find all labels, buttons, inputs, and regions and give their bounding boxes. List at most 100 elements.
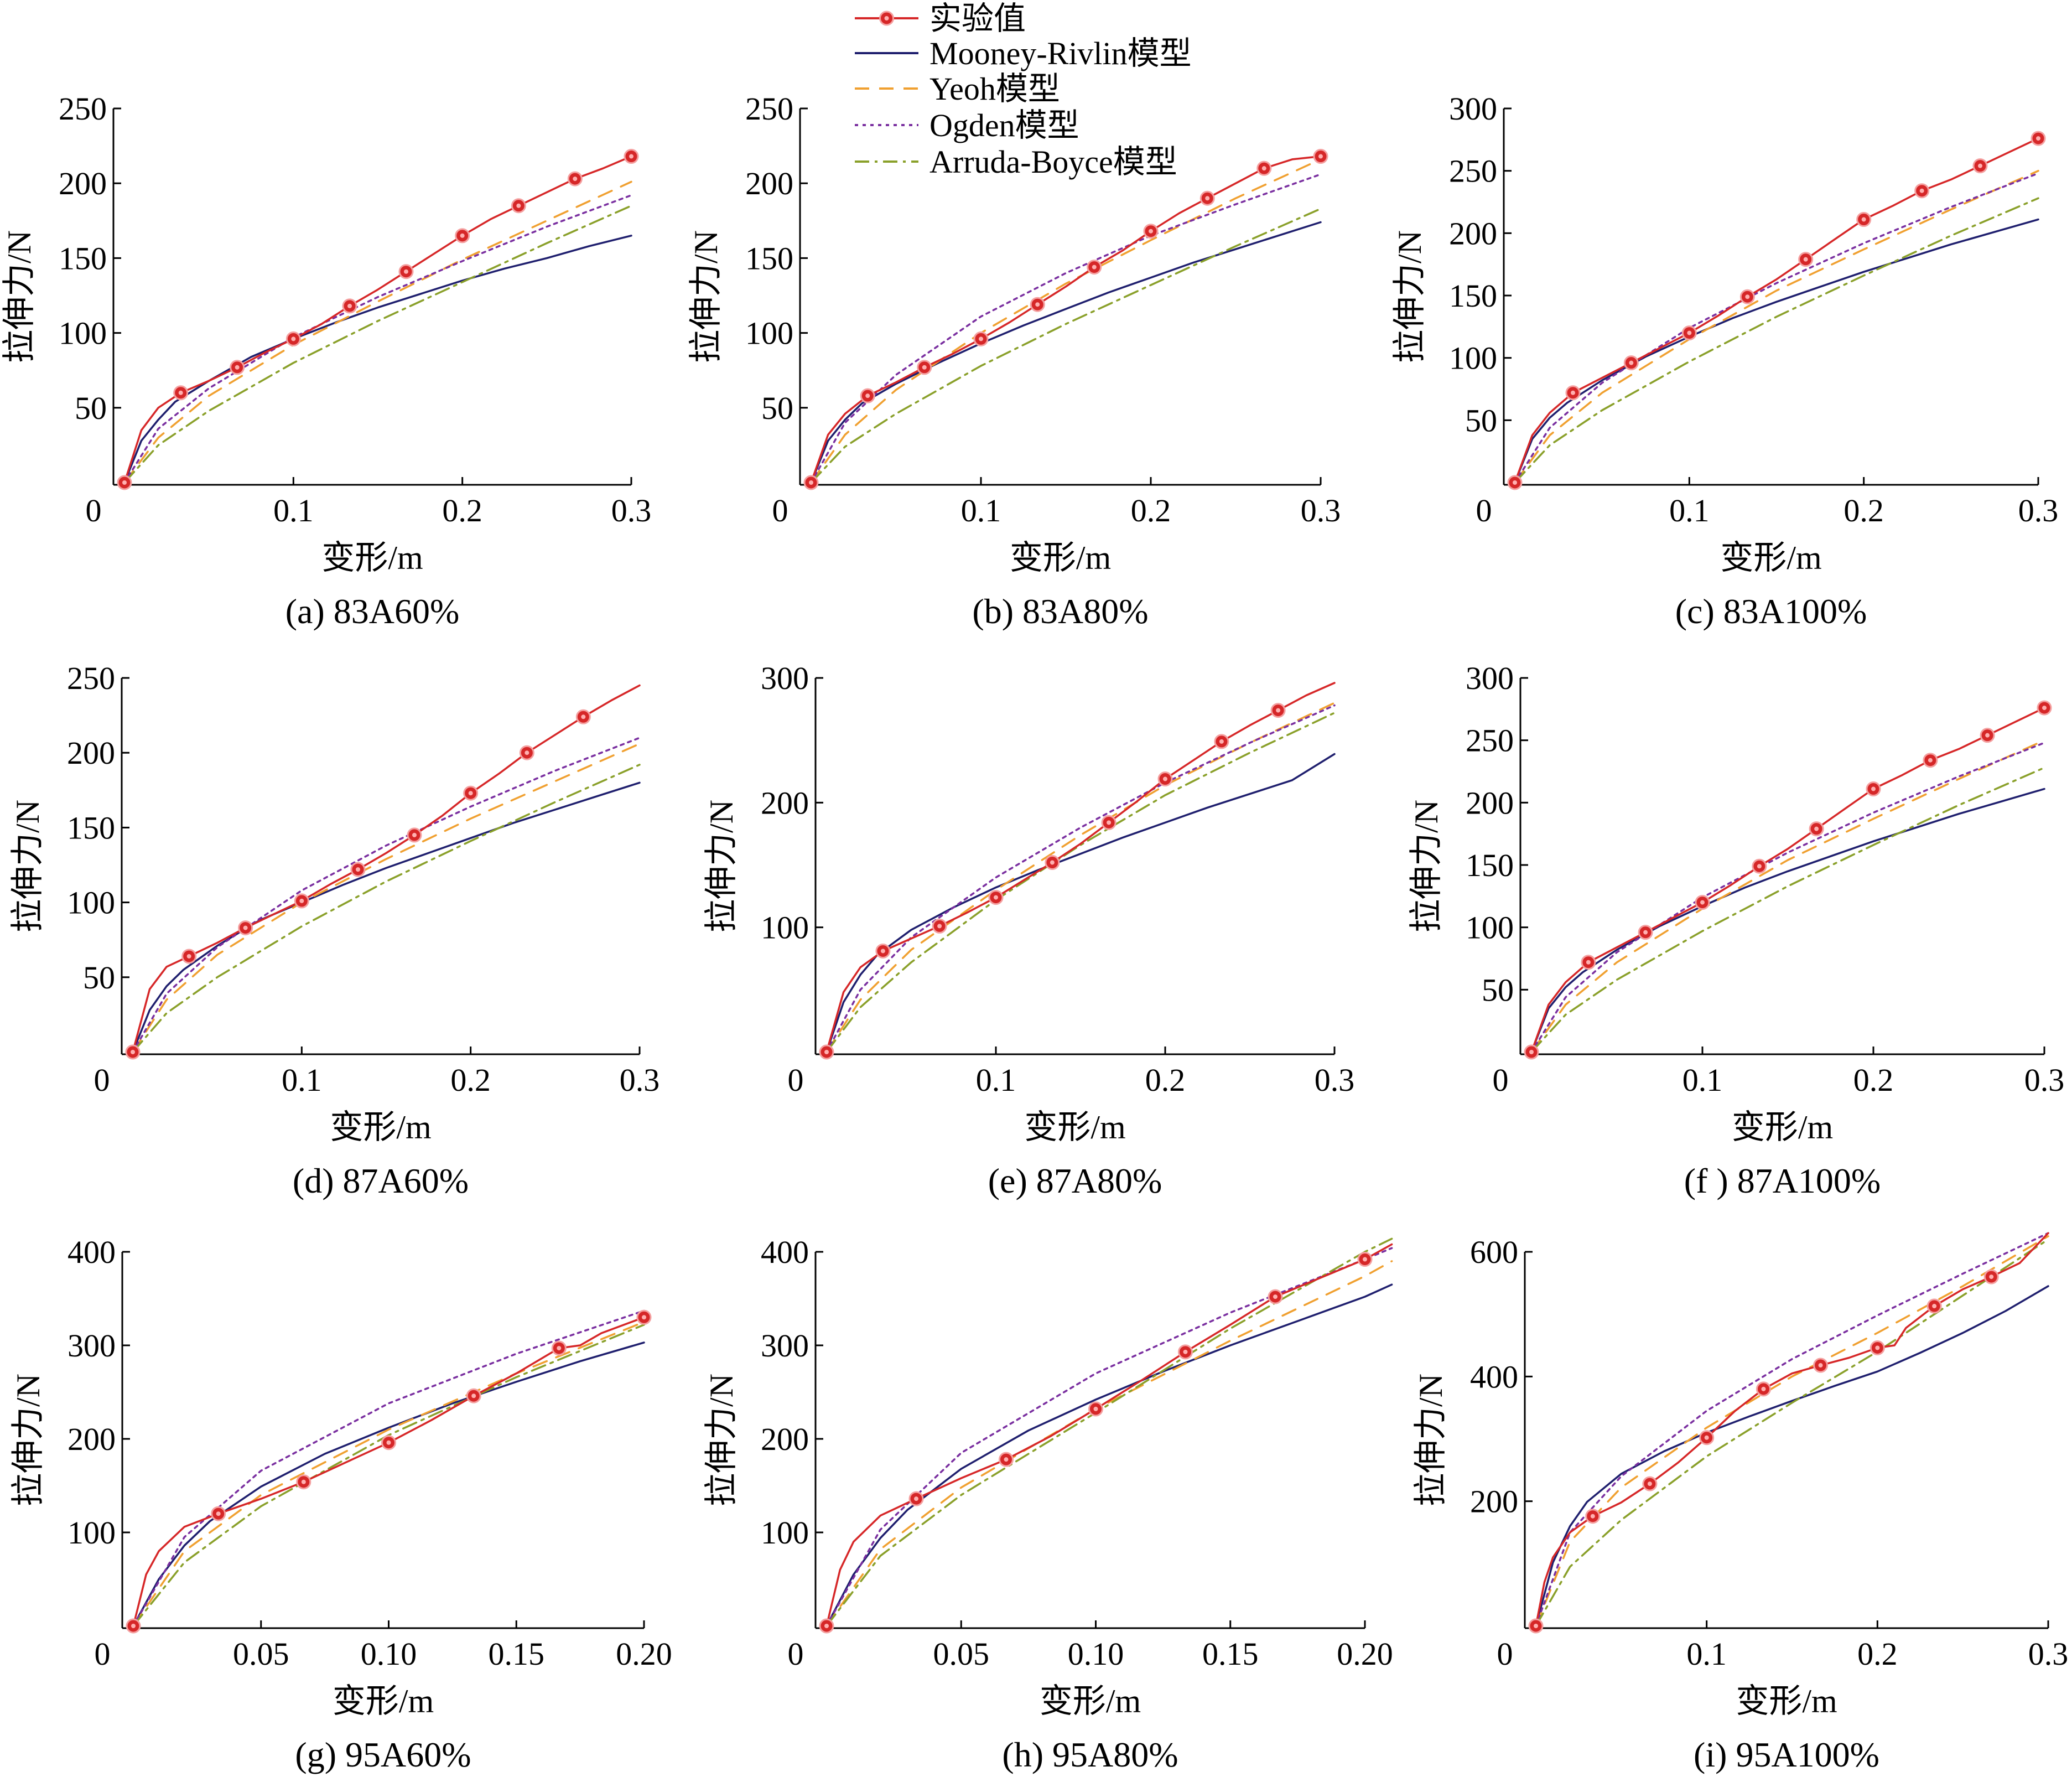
origin-label: 0 — [95, 1636, 111, 1672]
data-point-center — [291, 336, 296, 341]
data-point-center — [243, 925, 248, 930]
series-line-0 — [810, 155, 1322, 484]
series-line-3 — [132, 1309, 645, 1627]
data-point-center — [301, 1479, 306, 1484]
origin-label: 0 — [1497, 1636, 1513, 1672]
series-line-1 — [1514, 218, 2039, 484]
data-point-center — [1871, 786, 1876, 791]
data-point-center — [1861, 217, 1866, 222]
x-tick-label: 0.15 — [489, 1636, 545, 1672]
x-axis-label: 变形/m — [321, 540, 423, 576]
series-line-1 — [825, 1283, 1393, 1627]
y-axis-label: 拉伸力/N — [688, 230, 724, 363]
x-axis-label: 变形/m — [1010, 540, 1111, 576]
data-point-center — [1183, 1349, 1188, 1354]
x-tick-label: 0.3 — [2024, 1062, 2065, 1098]
y-tick-label: 50 — [761, 390, 793, 426]
subplot-f: 50 100 150 200 250 300 0.1 0.2 0.3 0 变形/m 拉伸力/N (f )… — [1408, 660, 2064, 1200]
data-point-center — [1163, 776, 1167, 781]
data-point-center — [468, 791, 473, 796]
data-point-center — [471, 1394, 476, 1398]
x-axis-label: 变形/m — [330, 1109, 431, 1146]
data-point-center — [642, 1315, 646, 1320]
subplot-h: 100 200 300 400 0.05 0.10 0.15 0.20 0 变形/m 拉伸力/N (h… — [703, 1234, 1393, 1774]
subplot-i: 200 400 600 0.1 0.2 0.3 0 变形/m 拉伸力/N (i) 95A100% — [1413, 1232, 2069, 1774]
data-point-center — [1107, 820, 1112, 825]
data-point-center — [1704, 1435, 1709, 1440]
x-tick-label: 0.3 — [620, 1062, 660, 1098]
data-point-center — [1761, 1386, 1766, 1391]
y-tick-label: 50 — [75, 390, 107, 426]
series-line-3 — [132, 737, 641, 1053]
x-tick-label: 0.1 — [273, 493, 314, 529]
origin-label: 0 — [1493, 1062, 1509, 1098]
data-point-center — [937, 924, 942, 929]
series-line-2 — [123, 180, 632, 484]
y-tick-label: 200 — [59, 165, 107, 201]
data-point-center — [1919, 188, 1924, 193]
subplot-caption: (b) 83A80% — [972, 592, 1148, 631]
subplot-caption: (a) 83A60% — [285, 592, 460, 631]
legend-label-2: Yeoh模型 — [929, 71, 1060, 107]
series-line-1 — [1530, 788, 2045, 1053]
legend: 实验值Mooney-Rivlin模型Yeoh模型Ogden模型Arruda-Bo… — [855, 1, 1192, 180]
data-point-center — [1977, 163, 1982, 168]
y-axis-label: 拉伸力/N — [10, 1374, 46, 1506]
series-line-1 — [132, 1341, 645, 1627]
data-point-center — [914, 1496, 919, 1501]
x-axis-label: 变形/m — [1024, 1109, 1125, 1146]
data-point-center — [2036, 136, 2040, 141]
y-tick-label: 50 — [83, 960, 115, 996]
data-point-center — [1205, 196, 1210, 201]
subplot-caption: (i) 95A100% — [1694, 1735, 1879, 1774]
data-point-center — [525, 750, 529, 755]
y-tick-label: 200 — [1449, 215, 1497, 251]
data-point-center — [1985, 733, 1990, 738]
x-tick-label: 0.3 — [2028, 1636, 2069, 1672]
y-tick-label: 400 — [67, 1234, 116, 1270]
y-tick-label: 250 — [67, 660, 115, 696]
data-point-center — [1571, 390, 1576, 395]
series-line-1 — [825, 753, 1336, 1053]
legend-label-0: 实验值 — [929, 1, 1026, 37]
x-tick-label: 0.2 — [1131, 493, 1171, 529]
series-line-3 — [825, 704, 1336, 1053]
series-line-4 — [132, 1324, 645, 1627]
y-tick-label: 300 — [761, 1328, 809, 1364]
data-point-center — [557, 1346, 562, 1351]
x-tick-label: 0.05 — [933, 1636, 990, 1672]
data-point-center — [1803, 257, 1808, 262]
data-point-center — [131, 1624, 136, 1628]
data-point-center — [1273, 1294, 1278, 1299]
data-point-center — [1647, 1481, 1652, 1486]
x-axis-label: 变形/m — [333, 1683, 434, 1719]
data-point-center — [824, 1624, 829, 1628]
y-tick-label: 100 — [761, 910, 809, 946]
x-tick-label: 0.2 — [442, 493, 482, 529]
data-point-center — [1629, 360, 1634, 365]
series-line-1 — [1535, 1285, 2049, 1627]
series-line-0 — [132, 1316, 645, 1627]
y-tick-label: 150 — [67, 810, 115, 846]
x-tick-label: 0.10 — [361, 1636, 417, 1672]
data-point-center — [581, 714, 586, 719]
x-tick-label: 0.2 — [1145, 1062, 1186, 1098]
y-tick-label: 100 — [761, 1515, 809, 1551]
y-tick-label: 400 — [761, 1234, 809, 1270]
y-tick-label: 150 — [1466, 847, 1514, 883]
data-point-center — [1276, 708, 1281, 713]
data-point-center — [994, 895, 998, 900]
y-tick-label: 250 — [745, 91, 793, 127]
data-point-center — [1529, 1050, 1534, 1054]
y-tick-label: 150 — [745, 240, 793, 276]
series-line-4 — [123, 205, 632, 484]
series-line-4 — [1535, 1238, 2049, 1627]
x-tick-label: 0.1 — [282, 1062, 322, 1098]
x-tick-label: 0.20 — [1337, 1636, 1393, 1672]
series-line-4 — [1530, 766, 2045, 1053]
y-tick-label: 250 — [59, 91, 107, 127]
subplot-caption: (d) 87A60% — [293, 1161, 469, 1200]
data-point-center — [629, 154, 633, 159]
x-axis-label: 变形/m — [1736, 1683, 1837, 1719]
